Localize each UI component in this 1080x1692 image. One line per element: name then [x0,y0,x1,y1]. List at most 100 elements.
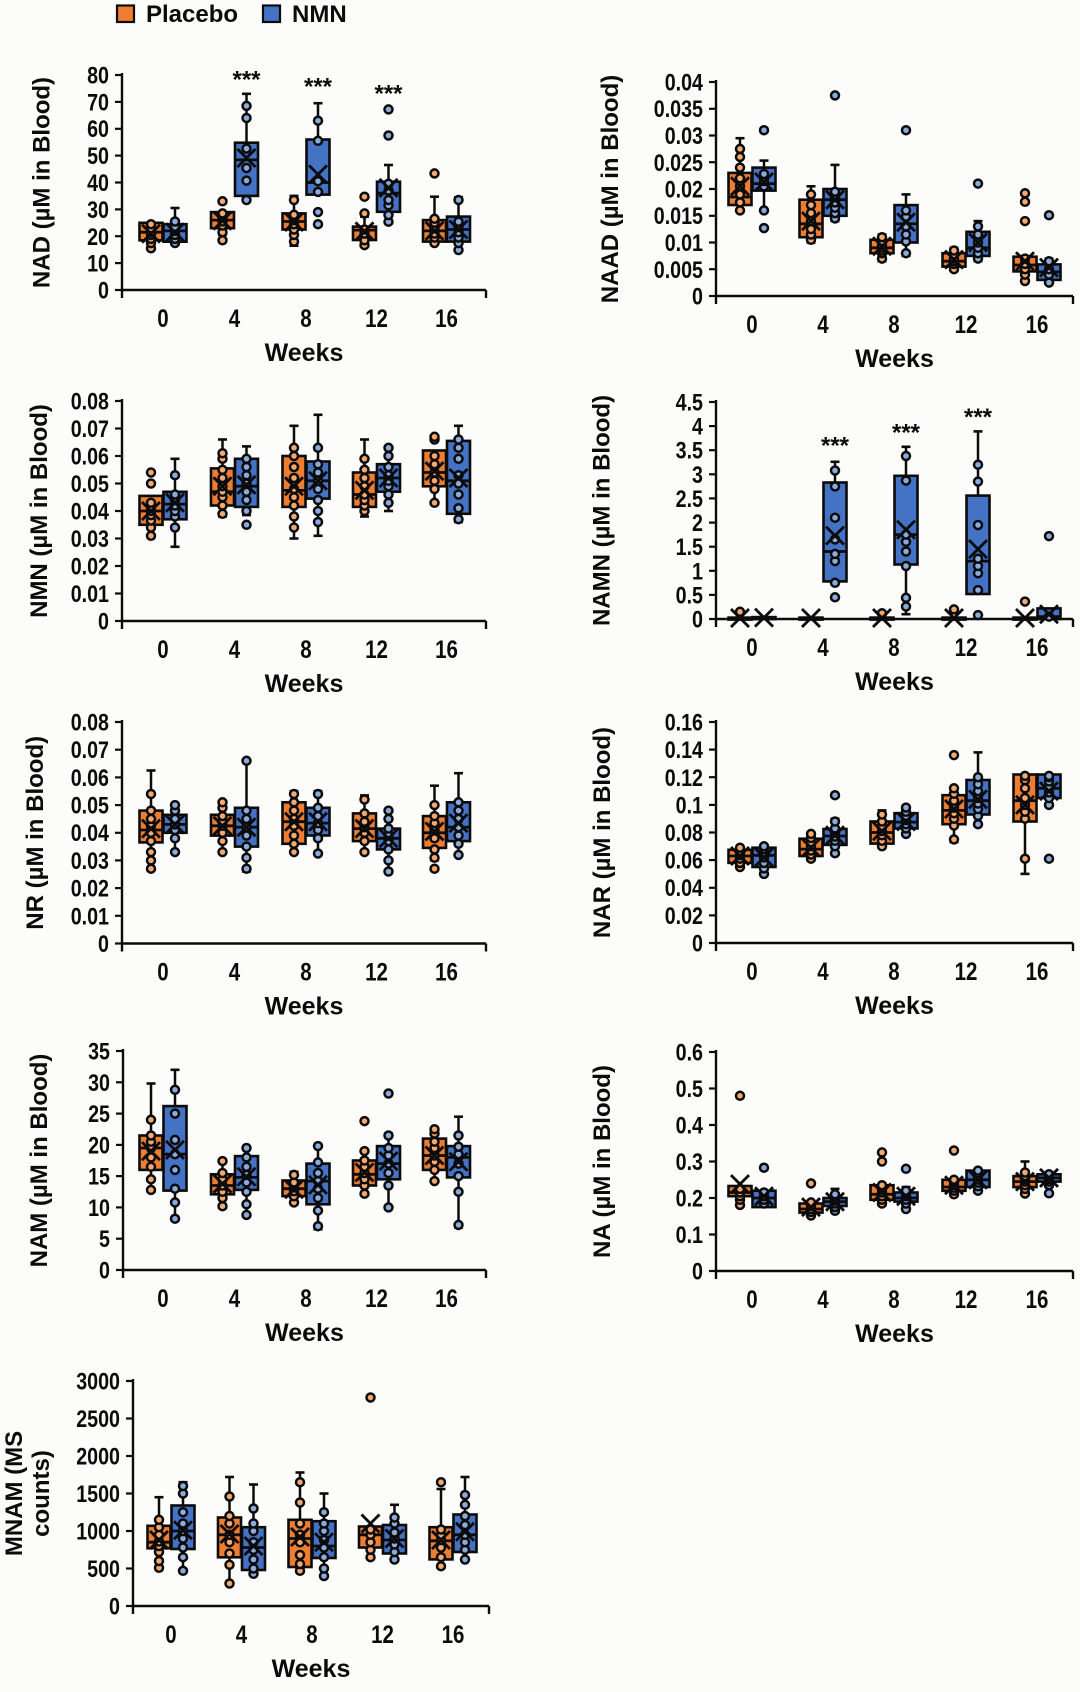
svg-text:20: 20 [87,223,109,250]
svg-text:8: 8 [888,633,900,661]
svg-text:16: 16 [435,635,458,663]
svg-text:0.03: 0.03 [665,122,703,149]
svg-text:12: 12 [955,1285,978,1313]
svg-text:0.05: 0.05 [71,470,109,497]
svg-text:0.06: 0.06 [665,847,703,874]
svg-text:2000: 2000 [76,1443,120,1470]
svg-text:80: 80 [87,62,109,89]
svg-text:0.06: 0.06 [71,764,109,791]
svg-text:12: 12 [365,304,388,332]
svg-text:0: 0 [157,635,168,663]
svg-text:12: 12 [365,958,388,986]
svg-text:4: 4 [229,304,241,332]
svg-text:Weeks: Weeks [855,668,934,696]
svg-text:8: 8 [888,1285,900,1313]
svg-text:4: 4 [236,1620,248,1648]
svg-text:0.08: 0.08 [665,819,703,846]
svg-text:0.2: 0.2 [676,1185,703,1212]
svg-text:0.5: 0.5 [676,582,703,609]
svg-text:12: 12 [365,635,388,663]
svg-text:5: 5 [99,1225,110,1252]
svg-text:30: 30 [87,196,109,223]
svg-text:8: 8 [300,958,312,986]
svg-text:40: 40 [87,169,109,196]
svg-text:0.16: 0.16 [665,709,703,736]
svg-text:NMN (µM in Blood): NMN (µM in Blood) [26,404,53,618]
svg-text:4: 4 [229,958,241,986]
svg-text:0: 0 [98,930,109,957]
svg-text:***: *** [232,67,261,94]
svg-text:20: 20 [88,1132,110,1159]
svg-text:500: 500 [87,1555,120,1582]
svg-text:10: 10 [88,1194,110,1221]
svg-text:0: 0 [692,930,703,957]
svg-text:16: 16 [442,1620,465,1648]
svg-text:4: 4 [817,633,829,661]
svg-text:0.01: 0.01 [71,902,109,929]
svg-text:Weeks: Weeks [265,1319,344,1347]
svg-text:0.12: 0.12 [665,764,703,791]
svg-text:25: 25 [88,1100,110,1127]
svg-text:16: 16 [1026,957,1049,985]
svg-text:50: 50 [87,142,109,169]
svg-text:***: *** [892,420,921,447]
svg-text:2: 2 [692,509,703,536]
svg-text:0.3: 0.3 [676,1148,703,1175]
svg-text:0.005: 0.005 [654,256,703,283]
svg-text:***: *** [304,74,333,101]
svg-text:0.02: 0.02 [665,176,703,203]
svg-text:60: 60 [87,115,109,142]
svg-text:16: 16 [1026,633,1049,661]
svg-text:0: 0 [746,310,757,338]
svg-text:0: 0 [692,283,703,310]
svg-text:0.01: 0.01 [665,229,703,256]
svg-text:1500: 1500 [76,1480,120,1507]
svg-text:MNAM (MS: MNAM (MS [1,1431,28,1556]
svg-text:1000: 1000 [76,1518,120,1545]
svg-text:8: 8 [306,1620,318,1648]
svg-text:3: 3 [692,461,703,488]
svg-text:0: 0 [692,1258,703,1285]
svg-text:NMN: NMN [292,1,347,28]
svg-text:35: 35 [88,1038,110,1065]
svg-text:0.03: 0.03 [71,847,109,874]
svg-text:4: 4 [817,310,829,338]
svg-text:0.02: 0.02 [71,553,109,580]
svg-text:2.5: 2.5 [676,485,703,512]
svg-text:15: 15 [88,1163,110,1190]
svg-text:NAM (µM in Blood): NAM (µM in Blood) [26,1054,53,1268]
svg-text:3000: 3000 [76,1368,120,1395]
svg-text:10: 10 [87,250,109,277]
svg-text:0: 0 [692,606,703,633]
svg-text:12: 12 [955,310,978,338]
svg-text:0.02: 0.02 [71,875,109,902]
svg-text:0.025: 0.025 [654,149,703,176]
svg-text:0.4: 0.4 [676,1112,704,1139]
svg-text:0.1: 0.1 [676,792,703,819]
svg-text:0.01: 0.01 [71,580,109,607]
svg-text:Weeks: Weeks [265,339,344,367]
svg-text:16: 16 [435,304,458,332]
svg-text:70: 70 [87,89,109,116]
svg-text:12: 12 [955,633,978,661]
svg-text:4: 4 [817,957,829,985]
svg-text:0: 0 [98,608,109,635]
svg-text:0: 0 [109,1593,120,1620]
svg-text:4.5: 4.5 [676,389,703,416]
svg-text:0: 0 [99,1257,110,1284]
svg-text:8: 8 [300,1284,312,1312]
svg-text:0: 0 [165,1620,176,1648]
svg-text:16: 16 [435,958,458,986]
svg-text:12: 12 [365,1284,388,1312]
svg-text:0.06: 0.06 [71,443,109,470]
svg-text:Weeks: Weeks [855,1320,934,1348]
svg-text:Weeks: Weeks [265,993,344,1021]
svg-text:0.015: 0.015 [654,202,703,229]
svg-text:0.07: 0.07 [71,415,109,442]
svg-text:0.04: 0.04 [71,819,110,846]
svg-text:4: 4 [817,1285,829,1313]
svg-text:***: *** [964,404,993,431]
svg-text:0.04: 0.04 [665,69,704,96]
svg-text:8: 8 [888,310,900,338]
svg-text:4: 4 [692,413,704,440]
